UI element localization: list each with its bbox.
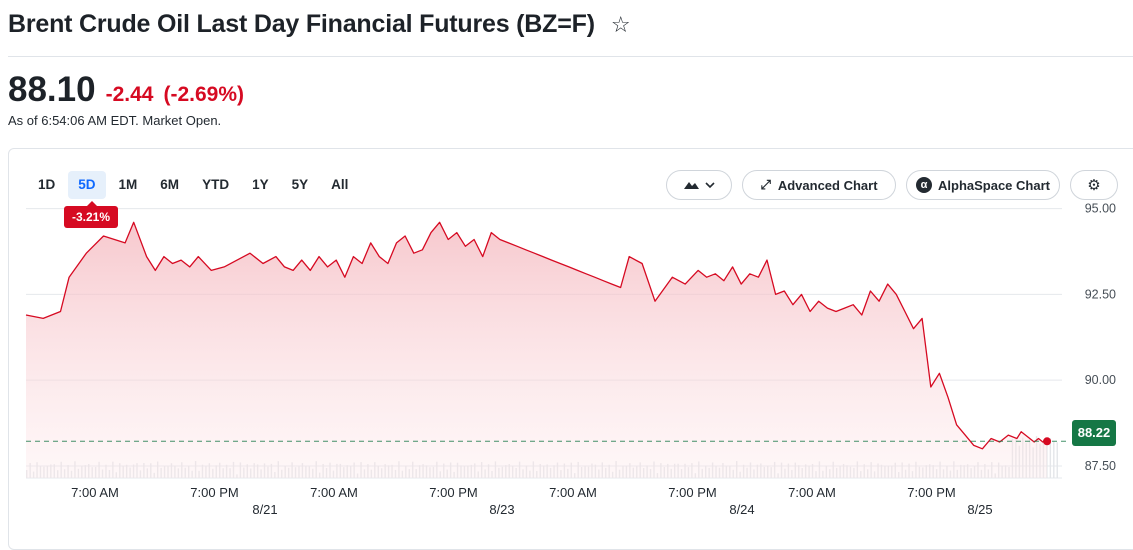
y-tick-label: 92.50 bbox=[1085, 287, 1116, 301]
volume-bar bbox=[1053, 441, 1055, 478]
date-label: 8/21 bbox=[252, 502, 277, 517]
advanced-chart-label: Advanced Chart bbox=[777, 177, 878, 193]
date-label: 8/23 bbox=[489, 502, 514, 517]
x-tick-label: 7:00 PM bbox=[907, 485, 955, 500]
y-tick-label: 95.00 bbox=[1085, 202, 1116, 216]
price-area bbox=[26, 222, 1048, 478]
y-tick-label: 87.50 bbox=[1085, 459, 1116, 473]
x-tick-label: 7:00 AM bbox=[71, 485, 119, 500]
price-chart[interactable]: 95.00 92.50 90.00 87.50 7:00 AM 7:00 PM 7:00 A… bbox=[0, 0, 1133, 520]
x-tick-label: 7:00 PM bbox=[190, 485, 238, 500]
period-change-badge: -3.21% bbox=[64, 201, 118, 228]
x-tick-label: 7:00 PM bbox=[429, 485, 477, 500]
x-tick-label: 7:00 PM bbox=[668, 485, 716, 500]
gear-icon: ⚙ bbox=[1087, 177, 1101, 194]
page-title: Brent Crude Oil Last Day Financial Futur… bbox=[8, 10, 595, 38]
alphaspace-chart-label: AlphaSpace Chart bbox=[938, 177, 1050, 193]
title-row: Brent Crude Oil Last Day Financial Futur… bbox=[8, 10, 631, 39]
price-line bbox=[25, 221, 1048, 450]
tab-5y[interactable]: 5Y bbox=[291, 177, 309, 192]
mountain-chart-icon bbox=[684, 182, 715, 189]
tab-6m[interactable]: 6M bbox=[160, 177, 180, 192]
alphaspace-chart-button[interactable]: α AlphaSpace Chart bbox=[906, 170, 1060, 200]
last-price: 88.10 bbox=[8, 70, 96, 109]
x-tick-label: 7:00 AM bbox=[788, 485, 836, 500]
price-change-percent: (-2.69%) bbox=[163, 83, 244, 106]
y-tick-label: 90.00 bbox=[1085, 373, 1116, 387]
advanced-chart-button[interactable]: ⤢ Advanced Chart bbox=[742, 170, 896, 200]
quote-row: 88.10 -2.44 (-2.69%) bbox=[8, 70, 244, 110]
date-label: 8/25 bbox=[967, 502, 992, 517]
current-price-dot bbox=[1043, 437, 1052, 446]
header-divider bbox=[8, 56, 1133, 57]
settings-button[interactable]: ⚙ bbox=[1070, 170, 1118, 200]
tab-1y[interactable]: 1Y bbox=[252, 177, 269, 192]
tab-1d[interactable]: 1D bbox=[38, 177, 56, 192]
volume-bar bbox=[1049, 438, 1052, 478]
date-label: 8/24 bbox=[729, 502, 754, 517]
x-tick-label: 7:00 AM bbox=[310, 485, 358, 500]
star-outline-icon[interactable]: ☆ bbox=[610, 11, 631, 37]
alpha-icon: α bbox=[916, 177, 932, 193]
expand-arrows-icon: ⤢ bbox=[760, 177, 771, 192]
quote-timestamp: As of 6:54:06 AM EDT. Market Open. bbox=[8, 113, 222, 128]
price-change: -2.44 bbox=[105, 83, 154, 106]
tab-ytd[interactable]: YTD bbox=[202, 177, 230, 192]
current-price-tag: 88.22 bbox=[1072, 420, 1116, 446]
chart-type-button[interactable] bbox=[666, 170, 732, 200]
tab-1m[interactable]: 1M bbox=[118, 177, 138, 192]
range-tabs: 1D 5D 1M 6M YTD 1Y 5Y All bbox=[28, 171, 361, 199]
tab-all[interactable]: All bbox=[331, 177, 349, 192]
volume-bar bbox=[1056, 442, 1058, 478]
x-tick-label: 7:00 AM bbox=[549, 485, 597, 500]
tab-5d[interactable]: 5D bbox=[68, 171, 106, 199]
